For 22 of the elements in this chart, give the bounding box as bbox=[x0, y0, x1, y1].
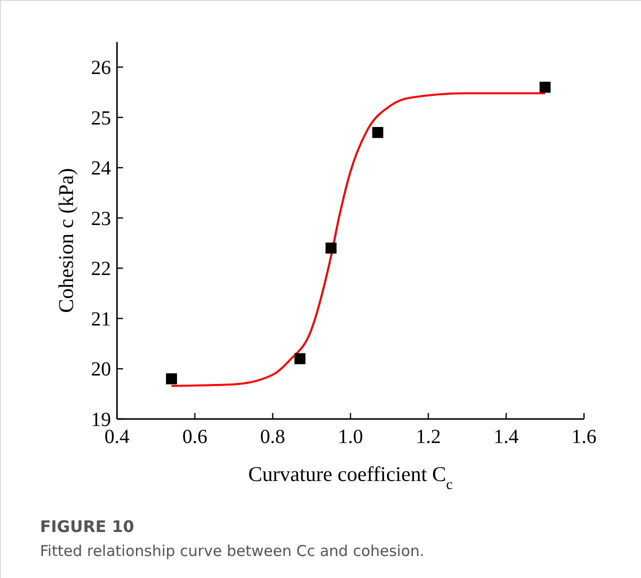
y-tick-label: 24 bbox=[91, 158, 111, 180]
x-tick-label: 1.4 bbox=[494, 426, 519, 448]
point bbox=[166, 373, 177, 384]
y-axis-title: Cohesion c (kPa) bbox=[54, 168, 78, 313]
text: Fitted relationship curve between Cc and cohesion. bbox=[40, 542, 424, 560]
x-axis-title: Curvature coefficient C$_{c}$ bbox=[248, 462, 454, 493]
y-tick-label: 20 bbox=[91, 358, 111, 381]
y-tick-label: 23 bbox=[91, 208, 111, 230]
y-tick-label: 21 bbox=[91, 308, 111, 330]
point bbox=[326, 242, 337, 254]
x-tick-label: 1.2 bbox=[416, 426, 441, 448]
x-tick-label: 1.6 bbox=[572, 426, 596, 448]
y-tick-label: 26 bbox=[91, 57, 111, 80]
x-tick-label: 0.6 bbox=[182, 426, 208, 448]
y-tick-label: 22 bbox=[91, 258, 111, 280]
y-tick-label: 25 bbox=[91, 107, 111, 130]
point bbox=[540, 82, 551, 93]
point bbox=[372, 126, 384, 138]
x-tick-label: 0.8 bbox=[260, 426, 286, 448]
x-tick-label: 1.0 bbox=[338, 426, 363, 448]
caption: FIGURE 10 bbox=[40, 517, 134, 536]
point bbox=[294, 353, 306, 364]
